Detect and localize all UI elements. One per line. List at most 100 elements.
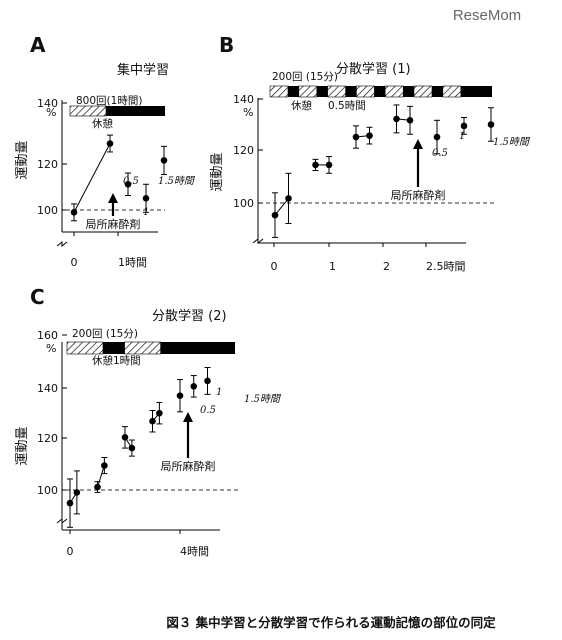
x-tick-label: 0 (67, 545, 74, 558)
bar-label: 200回 (15分) (272, 71, 338, 83)
time-annotation: 1 (216, 387, 222, 398)
y-tick-label: 100 (37, 204, 58, 217)
time-annotation: 0.5 (123, 176, 139, 187)
arrow-head-icon (183, 412, 193, 422)
y-tick-label: 140 (233, 93, 254, 106)
data-point (487, 121, 495, 128)
panel-title: 分散学習 (1) (336, 61, 411, 77)
data-point (101, 462, 108, 469)
x-tick-label: 4時間 (180, 545, 209, 558)
data-point (204, 377, 211, 385)
rest-segment (69, 105, 107, 117)
arrow-head-icon (108, 193, 118, 203)
y-unit: % (243, 106, 253, 119)
panel-letter: B (219, 33, 234, 57)
y-tick-label: 120 (37, 432, 58, 445)
axis-break-icon (56, 517, 68, 525)
series-segment (274, 198, 289, 216)
panel-c: C 分散学習 (2) 100 120 140 160% 運動量 0 4時間 200回 (15分) 休… (15, 285, 282, 558)
data-point (352, 133, 360, 141)
rest-segment (327, 85, 346, 98)
bar-label: 200回 (15分) (72, 328, 138, 340)
y-tick-label: 100 (37, 484, 58, 497)
x-tick-label: 0 (71, 256, 78, 269)
data-point (433, 133, 441, 141)
interval-label: 0.5時間 (328, 100, 366, 112)
y-tick-label: 120 (233, 144, 254, 157)
data-point (124, 180, 132, 188)
data-point (66, 499, 74, 507)
time-annotation: 1.5時間 (158, 175, 196, 187)
x-tick-label: 2 (383, 260, 390, 273)
data-point (160, 157, 168, 164)
bar-label: 800回(1時間) (76, 95, 142, 107)
data-point (366, 132, 373, 139)
rest-segment (384, 85, 404, 98)
x-tick-label: 2.5時間 (426, 260, 466, 273)
data-point (393, 115, 400, 123)
axis-break-icon (252, 237, 264, 245)
data-point (106, 140, 114, 147)
y-axis-label: 運動量 (15, 140, 30, 179)
data-point (271, 211, 279, 219)
data-point (285, 195, 292, 202)
y-tick-label: 120 (37, 158, 58, 171)
training-bar (270, 86, 492, 97)
panel-letter: C (30, 285, 45, 309)
panel-letter: A (30, 33, 46, 57)
arrow-head-icon (413, 139, 423, 149)
data-point (460, 122, 468, 130)
panel-b: B 分散学習 (1) 100 120 140% 運動量 0 1 2 2.5時間 200回 (15分)… (210, 33, 531, 273)
x-tick-label: 0 (271, 260, 278, 273)
y-tick-label: 160 (37, 329, 58, 342)
training-bar (70, 106, 165, 116)
y-unit: % (46, 106, 56, 119)
data-point (73, 489, 81, 496)
data-point (128, 444, 136, 452)
data-point (70, 209, 78, 216)
y-axis-label: 運動量 (15, 426, 30, 465)
data-point (142, 194, 150, 202)
data-point (156, 409, 163, 417)
time-annotation: 0.5 (200, 405, 216, 416)
rest-label: 休憩 (92, 117, 113, 130)
interval-label: 1時間 (113, 355, 141, 367)
time-annotation: 1.5時間 (493, 136, 531, 148)
data-point (325, 161, 333, 169)
rest-segment (298, 85, 318, 98)
x-tick-label: 1時間 (118, 256, 147, 269)
y-unit: % (46, 342, 56, 355)
rest-segment (66, 341, 104, 355)
rest-segment (269, 85, 289, 98)
y-tick-label: 140 (37, 382, 58, 395)
panel-title: 集中学習 (117, 62, 169, 78)
rest-segment (124, 341, 161, 355)
rest-segment (356, 85, 375, 98)
rest-segment (442, 85, 462, 98)
rest-segment (413, 85, 433, 98)
anesthetic-label: 局所麻酔剤 (161, 459, 216, 473)
series-segment (97, 465, 105, 488)
y-tick-label: 140 (37, 97, 58, 110)
data-point (94, 483, 101, 491)
data-point (406, 117, 414, 124)
rest-label: 休憩 (92, 354, 113, 367)
anesthetic-label: 局所麻酔剤 (86, 217, 141, 231)
axis-break-icon (56, 240, 68, 248)
time-annotation: 1.5時間 (244, 393, 282, 405)
data-point (312, 161, 319, 169)
anesthetic-label: 局所麻酔剤 (391, 188, 446, 202)
figure-caption: 図３ 集中学習と分散学習で作られる運動記憶の部位の同定 (166, 615, 496, 630)
watermark: ReseMom (453, 7, 521, 24)
data-point (190, 383, 198, 390)
data-point (121, 434, 129, 441)
data-point (176, 392, 184, 400)
data-point (149, 417, 156, 425)
series-segment (73, 143, 111, 213)
rest-label: 休憩 (291, 99, 312, 112)
y-tick-label: 100 (233, 197, 254, 210)
y-axis-label: 運動量 (210, 152, 225, 191)
time-annotation: 1 (459, 131, 465, 142)
x-tick-label: 1 (329, 260, 336, 273)
